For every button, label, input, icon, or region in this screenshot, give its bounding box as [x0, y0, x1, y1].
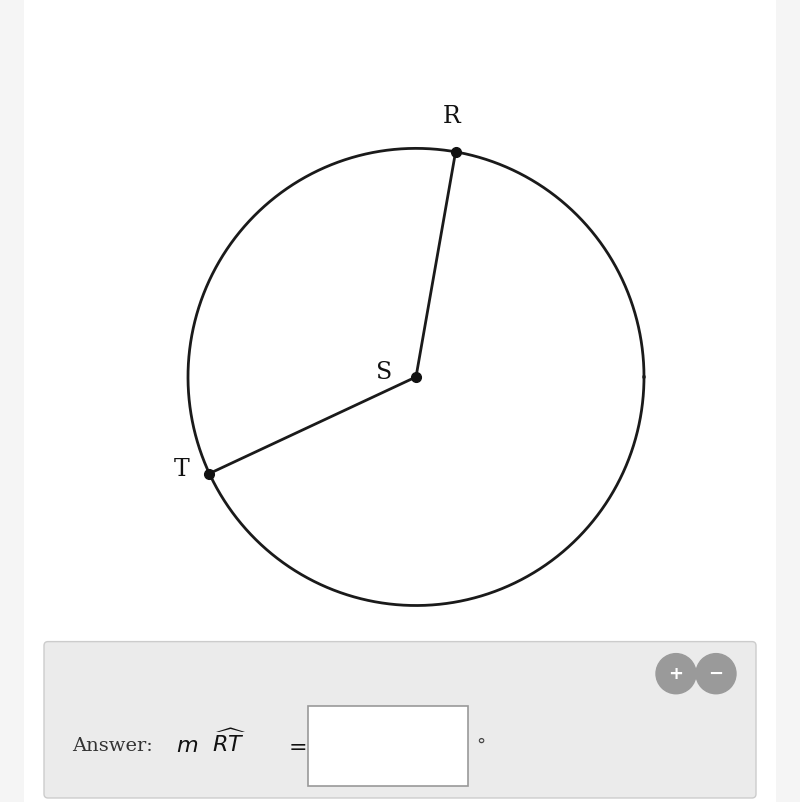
- Text: +: +: [669, 665, 683, 683]
- FancyBboxPatch shape: [308, 706, 468, 786]
- Text: Answer:: Answer:: [72, 737, 153, 755]
- FancyBboxPatch shape: [24, 0, 776, 802]
- Circle shape: [696, 654, 736, 694]
- Text: S: S: [376, 362, 392, 384]
- FancyBboxPatch shape: [44, 642, 756, 798]
- Text: $\mathit{m}$: $\mathit{m}$: [176, 736, 198, 755]
- Text: $=$: $=$: [284, 736, 306, 755]
- Circle shape: [656, 654, 696, 694]
- Text: $\widehat{RT}$: $\widehat{RT}$: [212, 729, 246, 756]
- Text: °: °: [476, 737, 485, 755]
- Text: R: R: [442, 105, 461, 128]
- Text: −: −: [709, 665, 723, 683]
- Text: T: T: [174, 458, 190, 481]
